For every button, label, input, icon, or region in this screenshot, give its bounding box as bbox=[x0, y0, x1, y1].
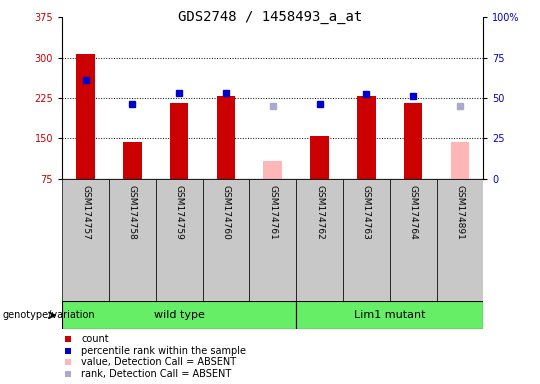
Bar bbox=[436, 179, 483, 301]
Bar bbox=[343, 179, 390, 301]
Text: GSM174763: GSM174763 bbox=[362, 185, 371, 240]
Text: wild type: wild type bbox=[154, 310, 205, 320]
Bar bbox=[404, 103, 422, 179]
Text: GSM174759: GSM174759 bbox=[174, 185, 184, 240]
Text: count: count bbox=[81, 334, 109, 344]
Bar bbox=[156, 179, 202, 301]
Text: GSM174758: GSM174758 bbox=[128, 185, 137, 240]
Bar bbox=[390, 179, 436, 301]
Text: GSM174762: GSM174762 bbox=[315, 185, 324, 240]
Bar bbox=[109, 179, 156, 301]
Bar bbox=[62, 179, 109, 301]
Text: GSM174760: GSM174760 bbox=[221, 185, 231, 240]
Text: genotype/variation: genotype/variation bbox=[3, 310, 96, 320]
Text: GSM174764: GSM174764 bbox=[409, 185, 417, 240]
Text: GSM174757: GSM174757 bbox=[81, 185, 90, 240]
Text: GDS2748 / 1458493_a_at: GDS2748 / 1458493_a_at bbox=[178, 10, 362, 23]
Text: value, Detection Call = ABSENT: value, Detection Call = ABSENT bbox=[81, 358, 236, 367]
Bar bbox=[76, 54, 95, 179]
Bar bbox=[296, 301, 483, 329]
Text: GSM174891: GSM174891 bbox=[455, 185, 464, 240]
Bar bbox=[357, 96, 376, 179]
Bar bbox=[217, 96, 235, 179]
Text: rank, Detection Call = ABSENT: rank, Detection Call = ABSENT bbox=[81, 369, 231, 379]
Bar bbox=[310, 136, 329, 179]
Bar bbox=[264, 161, 282, 179]
Bar bbox=[170, 103, 188, 179]
Text: Lim1 mutant: Lim1 mutant bbox=[354, 310, 426, 320]
Bar bbox=[62, 301, 296, 329]
Bar bbox=[123, 142, 141, 179]
Bar bbox=[450, 142, 469, 179]
Bar bbox=[296, 179, 343, 301]
Bar bbox=[249, 179, 296, 301]
Text: GSM174761: GSM174761 bbox=[268, 185, 277, 240]
Text: percentile rank within the sample: percentile rank within the sample bbox=[81, 346, 246, 356]
Bar bbox=[202, 179, 249, 301]
